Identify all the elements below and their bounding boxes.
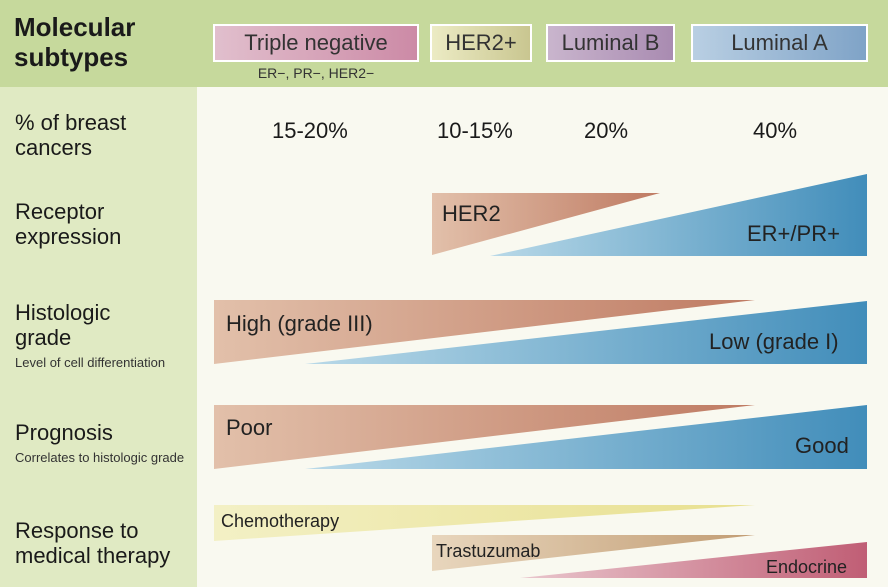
grade-note: Level of cell differentiation <box>15 355 166 370</box>
trastuzumab-bar-label: Trastuzumab <box>436 541 541 561</box>
percent-label-2: cancers <box>15 135 93 160</box>
subtype-her2: HER2+ <box>430 24 532 62</box>
row-label-percent: % of breast cancers <box>15 110 126 160</box>
triple-negative-receptors: ER−, PR−, HER2− <box>257 65 375 81</box>
endocrine-wedge <box>520 542 867 578</box>
percent-label-1: % of breast <box>15 110 127 135</box>
prognosis-note: Correlates to histologic grade <box>15 450 185 465</box>
good-prognosis-wedge <box>305 405 867 469</box>
subtype-luminal-b: Luminal B <box>546 24 675 62</box>
row-label-therapy: Response to medical therapy <box>15 518 170 568</box>
chemotherapy-bar-label: Chemotherapy <box>221 511 340 531</box>
therapy-label-1: Response to <box>15 518 139 543</box>
percent-luminal-b: 20% <box>584 118 629 143</box>
diagram-title: Molecular subtypes <box>14 12 135 72</box>
poor-prognosis-wedge <box>214 405 755 469</box>
therapy-label-2: medical therapy <box>15 543 171 568</box>
row-label-receptor: Receptor expression <box>15 199 121 249</box>
chemotherapy-wedge <box>214 505 755 541</box>
prognosis-label-1: Prognosis <box>15 420 113 445</box>
poor-bar-label: Poor <box>226 415 273 440</box>
percent-her2: 10-15% <box>437 118 513 143</box>
low-grade-wedge <box>305 301 867 364</box>
percent-luminal-a: 40% <box>753 118 798 143</box>
grade-label-1: Histologic <box>15 300 111 325</box>
her2-expression-wedge <box>432 193 660 255</box>
good-bar-label: Good <box>795 433 849 458</box>
er-pr-expression-wedge <box>490 174 867 256</box>
grade-label-2: grade <box>15 325 72 350</box>
receptor-label-1: Receptor <box>15 199 105 224</box>
low-grade-bar-label: Low (grade I) <box>709 329 839 354</box>
endocrine-bar-label: Endocrine <box>766 557 848 577</box>
high-grade-bar-label: High (grade III) <box>226 311 373 336</box>
title-line-2: subtypes <box>14 42 129 72</box>
title-line-1: Molecular <box>14 12 136 42</box>
row-label-grade: Histologic grade Level of cell different… <box>15 300 165 372</box>
high-grade-wedge <box>214 300 755 364</box>
row-label-prognosis: Prognosis Correlates to histologic grade <box>15 420 184 467</box>
receptor-label-2: expression <box>15 224 122 249</box>
trastuzumab-wedge <box>432 535 755 571</box>
subtype-luminal-a: Luminal A <box>691 24 868 62</box>
label-column <box>0 87 197 587</box>
her2-bar-label: HER2 <box>442 201 501 226</box>
er-pr-bar-label: ER+/PR+ <box>747 221 840 246</box>
subtype-triple-negative: Triple negative <box>213 24 419 62</box>
percent-triple-negative: 15-20% <box>272 118 348 143</box>
